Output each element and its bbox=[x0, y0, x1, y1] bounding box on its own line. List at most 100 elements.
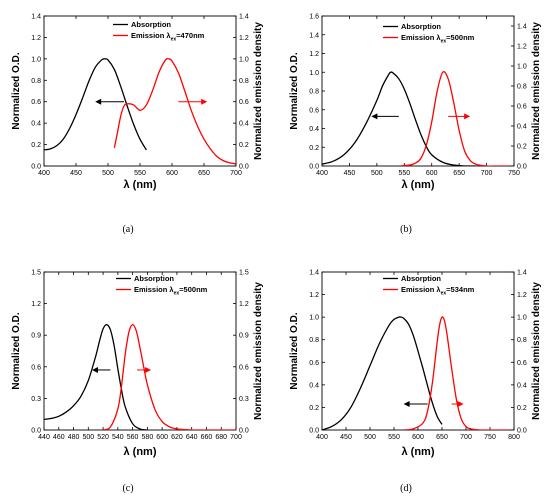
x-tick-label: 500 bbox=[102, 170, 114, 177]
legend-label-suffix: =500nm bbox=[179, 285, 207, 294]
y-tick-label-left: 1.2 bbox=[309, 51, 319, 58]
legend-label-main: Absorption bbox=[134, 274, 174, 283]
y-tick-label-left: 1.2 bbox=[309, 292, 319, 299]
y-tick-label-right: 1.0 bbox=[239, 56, 249, 63]
y-tick-label-left: 0.2 bbox=[309, 405, 319, 412]
x-tick-label: 450 bbox=[340, 434, 352, 441]
legend-label: Absorption bbox=[401, 274, 441, 283]
y-tick-label-right: 0.6 bbox=[517, 104, 527, 111]
x-tick-label: 650 bbox=[453, 170, 465, 177]
y-tick-label-right: 1.0 bbox=[517, 64, 527, 71]
x-tick-label: 750 bbox=[508, 170, 520, 177]
y-axis-title-left: Normalized O.D. bbox=[11, 312, 22, 389]
y-tick-label-left: 0.0 bbox=[309, 164, 319, 171]
legend-label-main: Absorption bbox=[401, 22, 441, 31]
chart-panel-d: 400 450 500 550 600 650 700 750 8000.00.20.40.60… bbox=[289, 270, 542, 495]
chart-panel-b: 400 450 500 550 600 650 700 7500.00.20.40.60.81… bbox=[289, 14, 542, 236]
y-tick-label-left: 1.0 bbox=[31, 56, 41, 63]
legend-label-suffix: =470nm bbox=[176, 31, 204, 40]
y-tick-label-right: 0.0 bbox=[517, 428, 527, 435]
x-tick-label: 540 bbox=[112, 434, 124, 441]
legend-label: Emission λex=500nm bbox=[401, 33, 475, 45]
x-tick-label: 520 bbox=[97, 434, 109, 441]
y-tick-label-right: 1.2 bbox=[239, 301, 249, 308]
x-tick-label: 600 bbox=[426, 170, 438, 177]
y-tick-label-right: 1.0 bbox=[517, 315, 527, 322]
y-tick-label-left: 1.2 bbox=[31, 35, 41, 42]
x-tick-label: 400 bbox=[316, 434, 328, 441]
x-tick-label: 500 bbox=[371, 170, 383, 177]
panel-caption: (b) bbox=[400, 224, 412, 235]
axis-arrow-head bbox=[201, 98, 208, 105]
x-axis-title: λ (nm) bbox=[402, 179, 435, 191]
y-tick-label-right: 0.4 bbox=[517, 382, 527, 389]
y-axis-title-right: Normalized emission density bbox=[253, 282, 264, 420]
legend-label-suffix: =534nm bbox=[446, 285, 474, 294]
x-tick-label: 650 bbox=[436, 434, 448, 441]
emission-curve bbox=[403, 316, 510, 430]
panel-caption: (d) bbox=[400, 483, 412, 494]
legend-label-sub: ex bbox=[441, 39, 447, 45]
axis-arrow-head bbox=[464, 113, 471, 120]
legend-label-sub: ex bbox=[441, 291, 447, 297]
x-tick-label: 640 bbox=[186, 434, 198, 441]
y-tick-label-left: 0.8 bbox=[31, 78, 41, 85]
absorption-curve bbox=[322, 316, 443, 430]
x-tick-label: 560 bbox=[127, 434, 139, 441]
y-tick-label-right: 0.8 bbox=[517, 337, 527, 344]
axis-arrow-head bbox=[457, 401, 464, 408]
y-axis-title-left: Normalized O.D. bbox=[11, 52, 22, 129]
y-tick-label-left: 0.6 bbox=[31, 99, 41, 106]
y-tick-label-left: 0.0 bbox=[31, 428, 41, 435]
y-tick-label-right: 0.2 bbox=[517, 144, 527, 151]
x-axis-title: λ (nm) bbox=[124, 179, 157, 191]
x-tick-label: 500 bbox=[364, 434, 376, 441]
x-tick-label: 600 bbox=[166, 170, 178, 177]
y-tick-label-left: 0.0 bbox=[31, 164, 41, 171]
x-tick-label: 800 bbox=[508, 434, 520, 441]
x-tick-label: 700 bbox=[230, 170, 242, 177]
absorption-curve bbox=[44, 58, 147, 151]
y-tick-label-left: 1.0 bbox=[309, 70, 319, 77]
absorption-curve bbox=[44, 324, 148, 430]
axis-arrow-head bbox=[371, 113, 378, 120]
y-tick-label-left: 0.4 bbox=[309, 382, 319, 389]
x-tick-label: 400 bbox=[38, 170, 50, 177]
y-tick-label-left: 1.4 bbox=[31, 14, 41, 21]
y-tick-label-left: 0.6 bbox=[309, 107, 319, 114]
x-axis-title: λ (nm) bbox=[124, 446, 157, 458]
emission-curve bbox=[102, 324, 236, 430]
y-tick-label-right: 1.2 bbox=[517, 44, 527, 51]
absorption-curve bbox=[322, 71, 476, 166]
y-tick-label-right: 0.0 bbox=[239, 164, 249, 171]
x-tick-label: 500 bbox=[82, 434, 94, 441]
legend-label: Absorption bbox=[401, 22, 441, 31]
y-tick-label-right: 0.4 bbox=[239, 121, 249, 128]
x-tick-label: 580 bbox=[142, 434, 154, 441]
legend-label-sub: ex bbox=[174, 291, 180, 297]
x-tick-label: 660 bbox=[201, 434, 213, 441]
y-tick-label-right: 0.6 bbox=[239, 99, 249, 106]
y-tick-label-left: 0.3 bbox=[31, 396, 41, 403]
y-tick-label-left: 0.2 bbox=[309, 145, 319, 152]
y-tick-label-left: 0.2 bbox=[31, 142, 41, 149]
y-axis-title-right: Normalized emission density bbox=[253, 22, 264, 160]
y-tick-label-left: 1.6 bbox=[309, 14, 319, 21]
y-tick-label-left: 0.8 bbox=[309, 337, 319, 344]
legend-label-main: Emission λ bbox=[401, 285, 441, 294]
y-tick-label-right: 0.4 bbox=[517, 124, 527, 131]
y-axis-title-right: Normalized emission density bbox=[531, 22, 542, 160]
y-tick-label-left: 0.4 bbox=[31, 121, 41, 128]
x-tick-label: 700 bbox=[230, 434, 242, 441]
legend-label: Emission λex=500nm bbox=[134, 285, 208, 297]
y-tick-label-right: 1.2 bbox=[239, 35, 249, 42]
legend-label-main: Emission λ bbox=[401, 33, 441, 42]
y-tick-label-right: 0.6 bbox=[239, 364, 249, 371]
panel-caption: (c) bbox=[122, 483, 133, 494]
x-tick-label: 450 bbox=[70, 170, 82, 177]
axis-arrow-head bbox=[92, 366, 98, 373]
legend-label-sub: ex bbox=[171, 37, 177, 43]
legend-label-main: Emission λ bbox=[131, 31, 171, 40]
y-tick-label-left: 1.2 bbox=[31, 301, 41, 308]
